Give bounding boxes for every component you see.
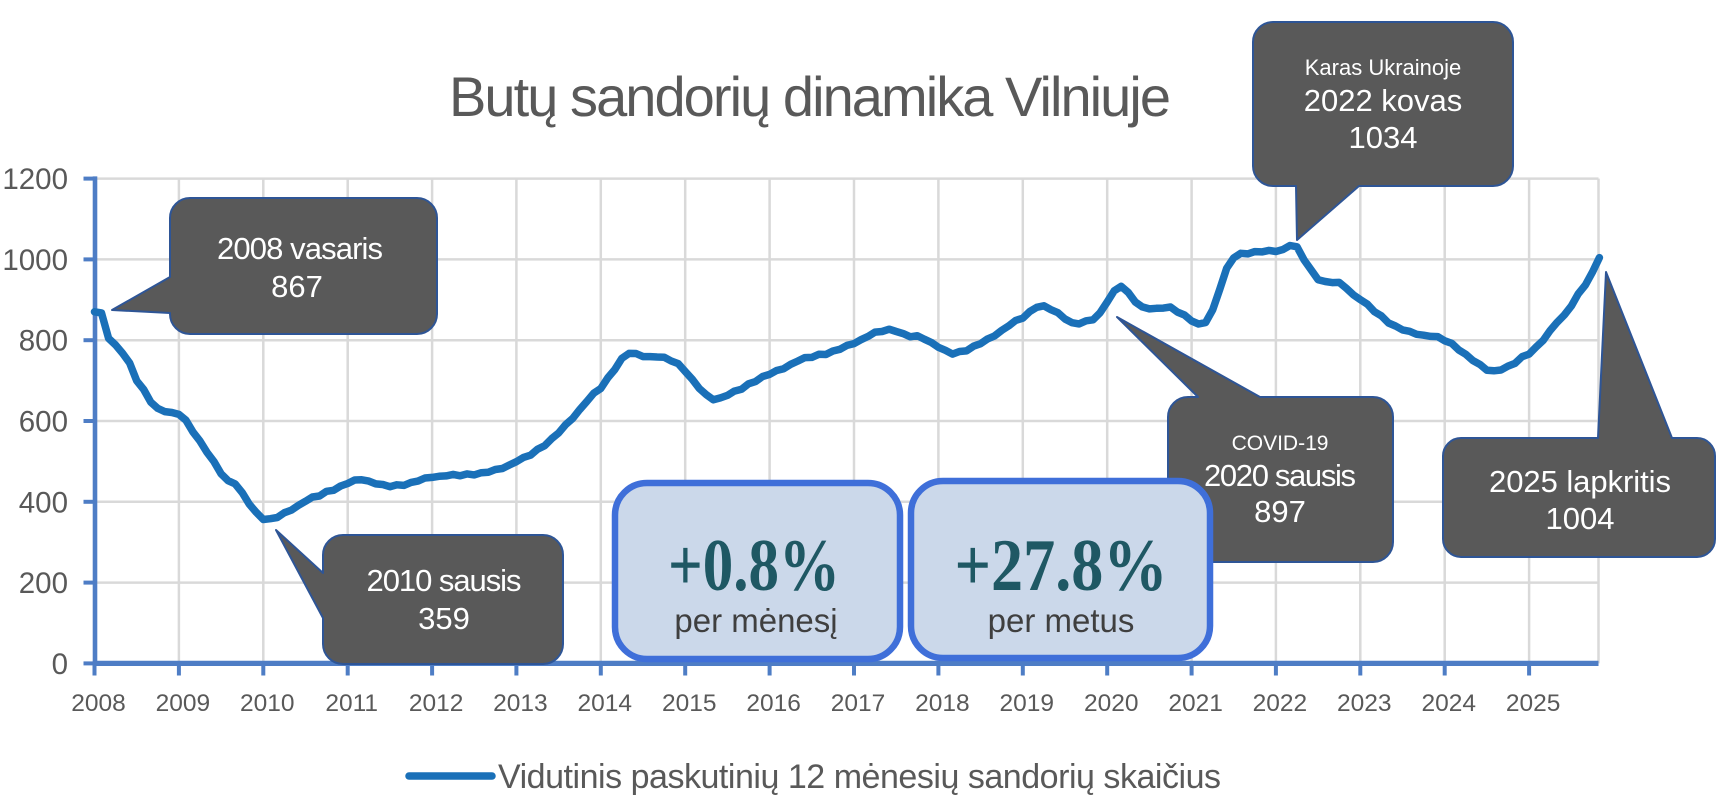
svg-text:2020: 2020 bbox=[1084, 690, 1139, 717]
svg-text:867: 867 bbox=[271, 269, 323, 304]
svg-text:0: 0 bbox=[52, 648, 68, 681]
svg-text:2022 kovas: 2022 kovas bbox=[1304, 83, 1463, 118]
svg-text:+0.8%: +0.8% bbox=[668, 525, 840, 607]
svg-text:per metus: per metus bbox=[988, 602, 1135, 639]
svg-text:per mėnesį: per mėnesį bbox=[674, 602, 837, 639]
svg-text:2017: 2017 bbox=[831, 690, 886, 717]
svg-text:2019: 2019 bbox=[1000, 690, 1055, 717]
svg-text:2008 vasaris: 2008 vasaris bbox=[217, 231, 383, 266]
svg-text:2016: 2016 bbox=[746, 690, 801, 717]
svg-text:2021: 2021 bbox=[1168, 690, 1223, 717]
svg-text:+27.8%: +27.8% bbox=[955, 525, 1168, 607]
svg-text:800: 800 bbox=[19, 325, 68, 358]
svg-text:2009: 2009 bbox=[156, 690, 211, 717]
svg-text:200: 200 bbox=[19, 567, 68, 600]
svg-text:2020 sausis: 2020 sausis bbox=[1204, 458, 1356, 493]
svg-text:2012: 2012 bbox=[409, 690, 464, 717]
svg-text:2010 sausis: 2010 sausis bbox=[367, 563, 522, 598]
svg-text:Karas Ukrainoje: Karas Ukrainoje bbox=[1305, 55, 1462, 80]
svg-text:2008: 2008 bbox=[71, 690, 126, 717]
svg-text:2025 lapkritis: 2025 lapkritis bbox=[1489, 464, 1671, 499]
svg-text:600: 600 bbox=[19, 406, 68, 439]
svg-text:Butų sandorių dinamika Vilniuj: Butų sandorių dinamika Vilniuje bbox=[449, 65, 1171, 128]
svg-text:2023: 2023 bbox=[1337, 690, 1392, 717]
svg-text:2018: 2018 bbox=[915, 690, 970, 717]
svg-text:2025: 2025 bbox=[1506, 690, 1561, 717]
svg-text:2015: 2015 bbox=[662, 690, 717, 717]
svg-text:400: 400 bbox=[19, 486, 68, 519]
svg-text:Vidutinis paskutinių 12 mėnesi: Vidutinis paskutinių 12 mėnesių sandorių… bbox=[498, 758, 1221, 796]
svg-text:2010: 2010 bbox=[240, 690, 295, 717]
svg-text:1000: 1000 bbox=[2, 244, 68, 277]
svg-text:2024: 2024 bbox=[1421, 690, 1476, 717]
svg-text:1200: 1200 bbox=[2, 163, 68, 196]
svg-text:1004: 1004 bbox=[1546, 501, 1615, 536]
svg-text:359: 359 bbox=[418, 601, 470, 636]
svg-text:COVID-19: COVID-19 bbox=[1232, 432, 1329, 455]
svg-text:2014: 2014 bbox=[578, 690, 633, 717]
svg-text:1034: 1034 bbox=[1349, 120, 1418, 155]
svg-text:2013: 2013 bbox=[493, 690, 548, 717]
svg-text:2022: 2022 bbox=[1253, 690, 1308, 717]
svg-text:2011: 2011 bbox=[325, 690, 378, 717]
svg-text:897: 897 bbox=[1254, 494, 1306, 529]
